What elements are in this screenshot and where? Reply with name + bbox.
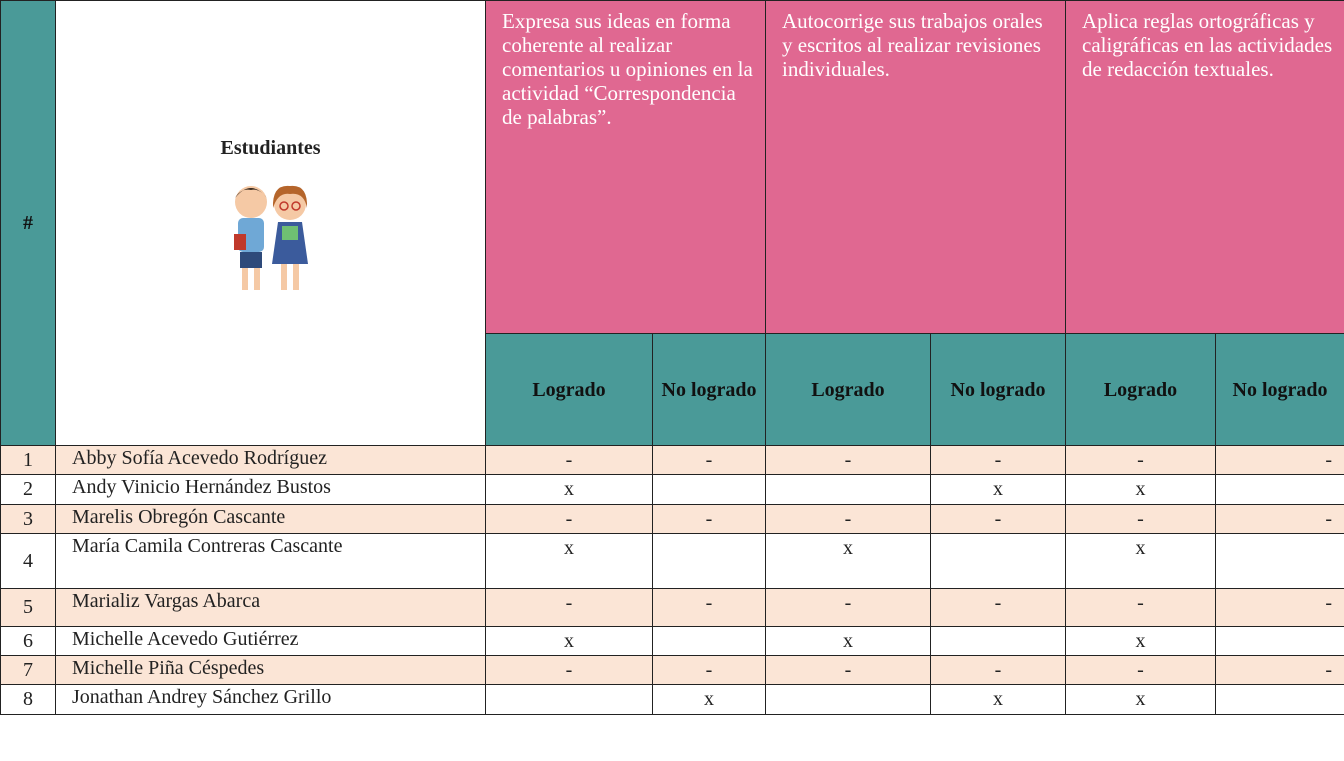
- mark-cell: x: [930, 474, 1066, 505]
- student-row: 4 María Camila Contreras Cascante x x x: [0, 533, 1344, 589]
- mark-cell: -: [1214, 445, 1344, 475]
- students-label: Estudiantes: [220, 136, 321, 159]
- student-name: Michelle Acevedo Gutiérrez: [55, 626, 486, 656]
- mark-cell: [1214, 474, 1344, 505]
- subheader: Logrado: [765, 333, 931, 446]
- mark-cell: -: [1065, 445, 1216, 475]
- student-row: 2 Andy Vinicio Hernández Bustos x x x: [0, 474, 1344, 505]
- mark-cell: -: [1065, 588, 1216, 627]
- mark-cell: x: [485, 626, 653, 656]
- mark-cell: -: [765, 504, 931, 534]
- mark-cell: -: [485, 504, 653, 534]
- evaluation-table: # Estudiantes Expresa sus ideas en forma…: [0, 0, 1344, 715]
- student-row: 6 Michelle Acevedo Gutiérrez x x x: [0, 626, 1344, 656]
- mark-cell: [765, 474, 931, 505]
- mark-cell: -: [765, 445, 931, 475]
- mark-cell: [930, 533, 1066, 589]
- subheader: Logrado: [485, 333, 653, 446]
- criterion: Expresa sus ideas en forma coherente al …: [485, 0, 766, 334]
- row-number: 6: [0, 626, 56, 656]
- mark-cell: [930, 626, 1066, 656]
- mark-cell: -: [485, 655, 653, 685]
- mark-cell: -: [485, 445, 653, 475]
- student-name: Michelle Piña Céspedes: [55, 655, 486, 685]
- subheader: No logrado: [652, 333, 766, 446]
- mark-cell: -: [652, 588, 766, 627]
- subheader: No logrado: [1214, 333, 1344, 446]
- student-name: María Camila Contreras Cascante: [55, 533, 486, 589]
- student-name: Abby Sofía Acevedo Rodríguez: [55, 445, 486, 475]
- student-name: Jonathan Andrey Sánchez Grillo: [55, 684, 486, 715]
- mark-cell: -: [1065, 504, 1216, 534]
- student-row: 1 Abby Sofía Acevedo Rodríguez - - - - - -: [0, 445, 1344, 475]
- mark-cell: -: [652, 655, 766, 685]
- mark-cell: x: [1065, 533, 1216, 589]
- mark-cell: [485, 684, 653, 715]
- number-header: #: [0, 0, 56, 446]
- students-header: Estudiantes: [55, 0, 486, 446]
- student-name: Marelis Obregón Cascante: [55, 504, 486, 534]
- subheader: No logrado: [930, 333, 1066, 446]
- mark-cell: x: [930, 684, 1066, 715]
- mark-cell: [652, 626, 766, 656]
- mark-cell: -: [930, 588, 1066, 627]
- mark-cell: -: [1214, 655, 1344, 685]
- kids-illustration: [233, 185, 308, 290]
- row-number: 3: [0, 504, 56, 534]
- mark-cell: -: [652, 445, 766, 475]
- mark-cell: -: [1214, 588, 1344, 627]
- mark-cell: -: [1065, 655, 1216, 685]
- mark-cell: -: [1214, 504, 1344, 534]
- mark-cell: -: [930, 655, 1066, 685]
- row-number: 4: [0, 533, 56, 589]
- row-number: 2: [0, 474, 56, 505]
- mark-cell: x: [1065, 684, 1216, 715]
- mark-cell: [1214, 684, 1344, 715]
- row-number: 1: [0, 445, 56, 475]
- mark-cell: [652, 533, 766, 589]
- mark-cell: x: [652, 684, 766, 715]
- mark-cell: -: [930, 504, 1066, 534]
- student-name: Marializ Vargas Abarca: [55, 588, 486, 627]
- mark-cell: x: [1065, 626, 1216, 656]
- mark-cell: x: [485, 533, 653, 589]
- mark-cell: [1214, 626, 1344, 656]
- mark-cell: [765, 684, 931, 715]
- criterion: Autocorrige sus trabajos orales y escrit…: [765, 0, 1066, 334]
- mark-cell: -: [765, 588, 931, 627]
- mark-cell: -: [930, 445, 1066, 475]
- subheader: Logrado: [1065, 333, 1216, 446]
- mark-cell: x: [765, 533, 931, 589]
- student-row: 3 Marelis Obregón Cascante - - - - - -: [0, 504, 1344, 534]
- row-number: 8: [0, 684, 56, 715]
- student-row: 7 Michelle Piña Céspedes - - - - - -: [0, 655, 1344, 685]
- mark-cell: x: [765, 626, 931, 656]
- mark-cell: [652, 474, 766, 505]
- mark-cell: x: [1065, 474, 1216, 505]
- row-number: 7: [0, 655, 56, 685]
- criterion: Aplica reglas ortográficas y caligráfica…: [1064, 0, 1344, 334]
- student-row: 5 Marializ Vargas Abarca - - - - - -: [0, 588, 1344, 627]
- mark-cell: -: [765, 655, 931, 685]
- mark-cell: -: [652, 504, 766, 534]
- student-row: 8 Jonathan Andrey Sánchez Grillo x x x: [0, 684, 1344, 715]
- mark-cell: -: [485, 588, 653, 627]
- mark-cell: [1214, 533, 1344, 589]
- mark-cell: x: [485, 474, 653, 505]
- student-name: Andy Vinicio Hernández Bustos: [55, 474, 486, 505]
- row-number: 5: [0, 588, 56, 627]
